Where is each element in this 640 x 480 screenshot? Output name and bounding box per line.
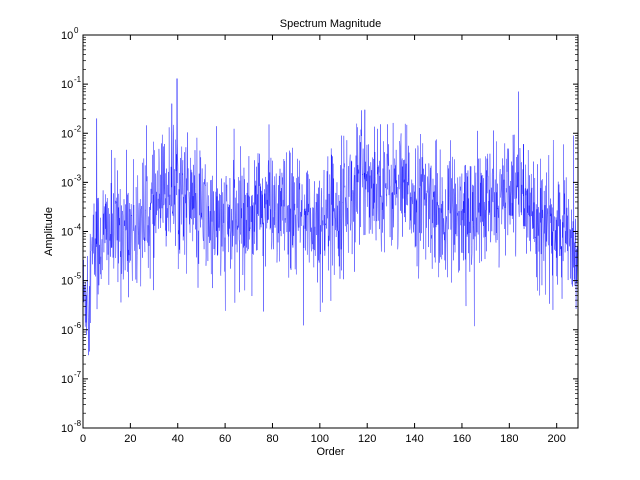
x-tick-label: 0 [80, 433, 86, 445]
y-tick-label: 10 [61, 325, 73, 337]
y-tick-label: 10 [61, 227, 73, 239]
x-axis-label: Order [316, 446, 344, 458]
y-tick-label: 10 [61, 374, 73, 386]
x-tick-label: 200 [548, 433, 566, 445]
x-tick-label: 20 [124, 433, 136, 445]
y-tick-label: 10 [61, 30, 73, 42]
y-axis-label: Amplitude [43, 207, 55, 256]
y-tick-label: 10 [61, 79, 73, 91]
y-tick-label: 10 [61, 276, 73, 288]
x-tick-label: 120 [358, 433, 376, 445]
y-tick-exponent: -5 [74, 272, 82, 281]
x-tick-label: 80 [266, 433, 278, 445]
y-tick-exponent: -6 [74, 321, 82, 330]
x-tick-label: 180 [500, 433, 518, 445]
y-tick-exponent: -4 [74, 223, 82, 232]
y-tick-exponent: 0 [74, 26, 79, 35]
y-tick-label: 10 [61, 177, 73, 189]
y-tick-exponent: -7 [74, 370, 82, 379]
x-tick-label: 100 [311, 433, 329, 445]
y-tick-label: 10 [61, 128, 73, 140]
y-tick-exponent: -8 [74, 419, 82, 428]
y-tick-exponent: -2 [74, 124, 82, 133]
y-tick-label: 10 [61, 423, 73, 435]
chart-title: Spectrum Magnitude [280, 18, 382, 30]
x-tick-label: 160 [453, 433, 471, 445]
x-tick-label: 140 [405, 433, 423, 445]
y-tick-exponent: -1 [74, 75, 82, 84]
x-tick-label: 40 [172, 433, 184, 445]
x-tick-label: 60 [219, 433, 231, 445]
y-tick-exponent: -3 [74, 173, 82, 182]
series-layer [82, 78, 579, 356]
spectrum-series-line [82, 78, 579, 356]
